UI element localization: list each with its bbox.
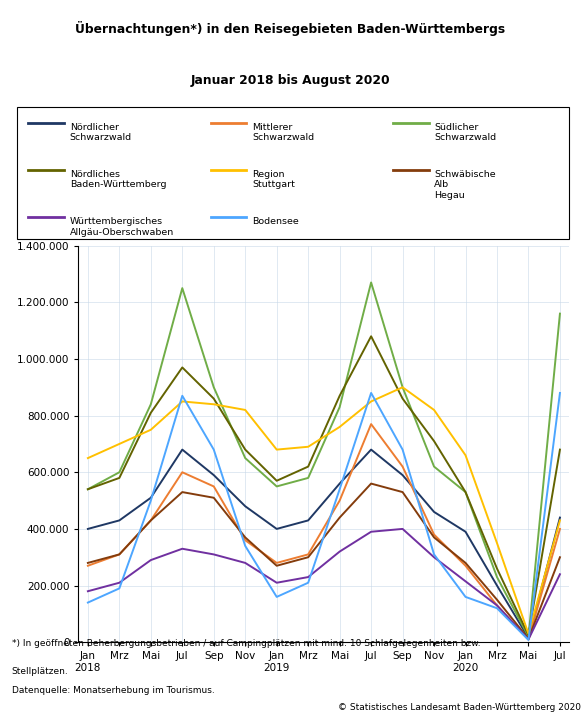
Text: *) In geöffneten Beherbergungsbetrieben / auf Campingplätzen mit mind. 10 Schlaf: *) In geöffneten Beherbergungsbetrieben … [12,639,480,648]
Text: Region
Stuttgart: Region Stuttgart [252,170,295,189]
FancyBboxPatch shape [17,107,569,239]
Text: Südlicher
Schwarzwald: Südlicher Schwarzwald [434,122,496,142]
Text: © Statistisches Landesamt Baden-Württemberg 2020: © Statistisches Landesamt Baden-Württemb… [338,703,581,712]
Text: Übernachtungen*) in den Reisegebieten Baden-Württembergs: Übernachtungen*) in den Reisegebieten Ba… [76,21,505,36]
Text: Bodensee: Bodensee [252,217,299,226]
Text: Württembergisches
Allgäu-Oberschwaben: Württembergisches Allgäu-Oberschwaben [70,217,174,237]
Text: Stellplätzen.: Stellplätzen. [12,666,69,676]
Text: Nördlicher
Schwarzwald: Nördlicher Schwarzwald [70,122,132,142]
Text: Januar 2018 bis August 2020: Januar 2018 bis August 2020 [191,74,390,87]
Text: Schwäbische
Alb
Hegau: Schwäbische Alb Hegau [434,170,496,200]
Text: Mittlerer
Schwarzwald: Mittlerer Schwarzwald [252,122,314,142]
Text: Datenquelle: Monatserhebung im Tourismus.: Datenquelle: Monatserhebung im Tourismus… [12,686,214,695]
Text: Nördliches
Baden-Württemberg: Nördliches Baden-Württemberg [70,170,166,189]
